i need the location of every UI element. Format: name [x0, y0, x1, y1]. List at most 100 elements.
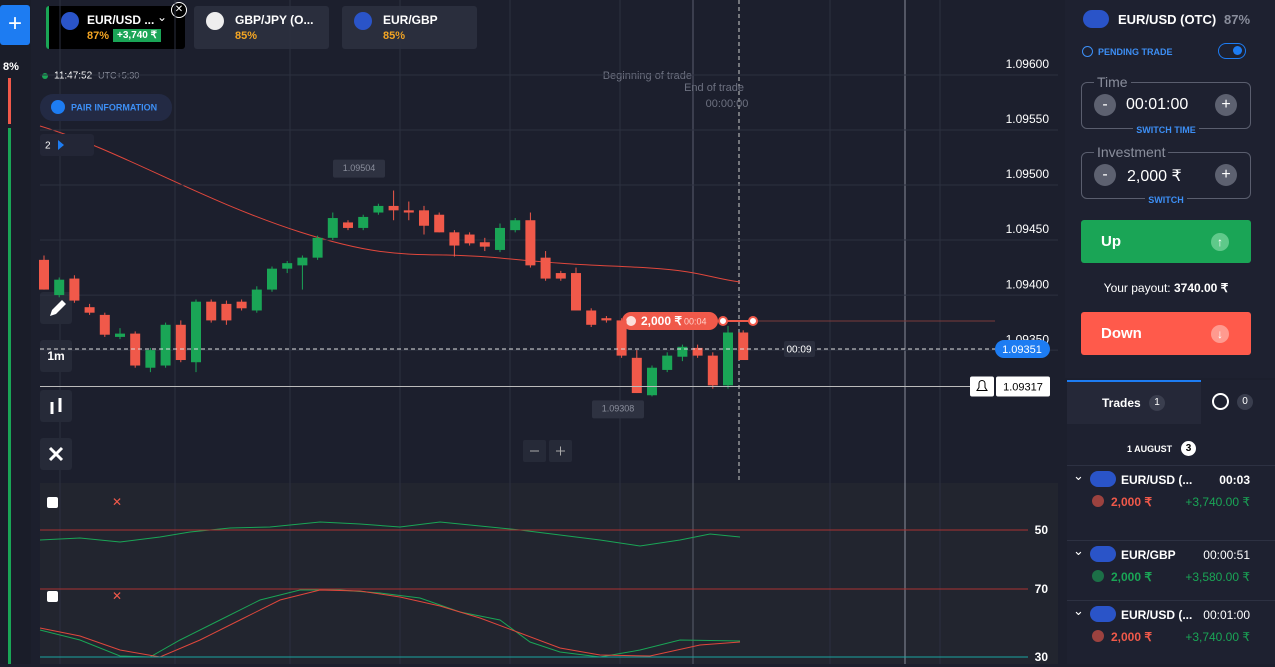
- trade-item[interactable]: ⌄ EUR/USD (... 00:01:00 2,000 ₹ +3,740.00 ₹: [1067, 600, 1275, 667]
- trade-icon: [626, 316, 636, 326]
- trades-tab[interactable]: Trades 1: [1067, 380, 1201, 424]
- timeframe: 1m: [47, 349, 64, 363]
- minus[interactable]: -: [1094, 164, 1116, 186]
- investment-value: 2,000 ₹: [1127, 168, 1182, 185]
- trade-name: EUR/USD (...: [1121, 608, 1193, 622]
- remove-icon[interactable]: ✕: [112, 495, 122, 509]
- flag: [354, 12, 372, 30]
- candle-body: [586, 310, 597, 325]
- trade-time: 00:00:51: [1203, 548, 1250, 562]
- candle-body: [160, 324, 171, 366]
- trades-tab-label: Trades: [1102, 396, 1141, 410]
- timeframe-button[interactable]: [40, 340, 72, 372]
- candle-body: [525, 220, 536, 266]
- candle-body: [267, 268, 277, 290]
- candle-body: [84, 307, 95, 313]
- flag: [61, 12, 79, 30]
- trade-timer: 00:04: [684, 316, 707, 326]
- open-count: 1: [1149, 395, 1165, 411]
- history-icon[interactable]: [1212, 393, 1229, 410]
- candle-body: [145, 350, 156, 368]
- v-grid: [59, 0, 941, 664]
- switch-text: SWITCH: [1145, 195, 1187, 205]
- indicator-bg: [40, 483, 1058, 664]
- y-tick-label: 1.09500: [1006, 167, 1050, 181]
- candle-body: [738, 332, 749, 361]
- indicator-line: [39, 521, 741, 547]
- trade-payout: +3,580.00 ₹: [1185, 570, 1250, 584]
- up-button[interactable]: Up ↑: [1081, 220, 1251, 263]
- toggle-icon[interactable]: [47, 497, 58, 508]
- candle-icon: [50, 398, 62, 414]
- trade-item[interactable]: ⌄ EUR/USD (... 00:03 2,000 ₹ +3,740.00 ₹: [1067, 465, 1275, 532]
- candle-body: [479, 242, 490, 247]
- indicator-tick: 70: [1035, 582, 1049, 596]
- countdown-bg: [784, 341, 815, 358]
- chart: 1m 11:47:52 UTC+5:30 PAIR INFORMATION 2 …: [39, 0, 1058, 664]
- minus[interactable]: -: [1094, 94, 1116, 116]
- end-label: End of trade: [684, 82, 744, 94]
- trade-point: [718, 316, 728, 326]
- high-label-bg: [333, 159, 385, 178]
- asset-tab[interactable]: EUR/USD ... ⌄ 87% +3,740 ₹: [46, 6, 185, 49]
- chevron: ⌄: [1073, 468, 1084, 483]
- add-button[interactable]: +: [0, 5, 30, 45]
- time-label: Time: [1094, 74, 1131, 90]
- toggle-icon[interactable]: [47, 591, 58, 602]
- clock: 11:47:52: [54, 71, 93, 82]
- begin-label: Beginning of trade: [603, 70, 692, 82]
- down-button[interactable]: Down ↓: [1081, 312, 1251, 355]
- candle-body: [358, 216, 369, 228]
- pair-info-button[interactable]: [40, 94, 172, 121]
- candle-body: [555, 273, 566, 279]
- trade-amount: 2,000 ₹: [641, 314, 682, 328]
- candle-body: [464, 234, 475, 244]
- trade-badge: [622, 312, 718, 330]
- candle-body: [616, 320, 627, 356]
- candle-body: [723, 332, 733, 386]
- high-label: 1.09504: [343, 163, 376, 173]
- indicator-icon: [48, 446, 64, 462]
- pending-trade: PENDING TRADE: [1098, 47, 1173, 57]
- asset-tab[interactable]: EUR/GBP 85%: [342, 6, 477, 49]
- indicator-count: 2: [45, 141, 51, 152]
- trade-payout: +3,740.00 ₹: [1185, 495, 1250, 509]
- tab-name: GBP/JPY (O...: [235, 13, 314, 27]
- toggle-knob: [1233, 46, 1242, 55]
- switch-time[interactable]: SWITCH TIME: [1081, 125, 1251, 135]
- candle-body: [647, 367, 657, 396]
- candle-body: [631, 357, 642, 394]
- remove-icon[interactable]: ✕: [112, 589, 122, 603]
- flag: [1083, 10, 1109, 28]
- flag: [206, 12, 224, 30]
- tab-profit: +3,740 ₹: [113, 29, 162, 42]
- sidebar-percent: 8%: [3, 61, 19, 73]
- pending-toggle[interactable]: [1218, 43, 1246, 59]
- trade-amount: 2,000 ₹: [1111, 630, 1152, 644]
- candle-body: [510, 220, 521, 231]
- candle-body: [54, 279, 65, 296]
- candle-body: [175, 324, 186, 361]
- candle-body: [571, 273, 581, 311]
- chevron: ⌄: [157, 10, 168, 24]
- candle-body: [327, 218, 338, 238]
- switch-time-text: SWITCH TIME: [1133, 125, 1199, 135]
- alert-tag: [996, 376, 1050, 397]
- down-label: Down: [1101, 325, 1142, 342]
- switch[interactable]: SWITCH: [1081, 195, 1251, 205]
- asset-tab[interactable]: GBP/JPY (O... 85%: [194, 6, 329, 49]
- date-count: 3: [1181, 441, 1196, 456]
- chart-type-button[interactable]: [40, 390, 72, 422]
- trade-item[interactable]: ⌄ EUR/GBP 00:00:51 2,000 ₹ +3,580.00 ₹: [1067, 540, 1275, 607]
- indicator-count-box[interactable]: [40, 134, 94, 156]
- trade-amount: 2,000 ₹: [1111, 495, 1152, 509]
- indicator-tick: 50: [1035, 523, 1049, 537]
- alert-bell: [970, 376, 994, 397]
- plus[interactable]: +: [1215, 164, 1237, 186]
- candle-body: [130, 333, 141, 366]
- time-value: 00:01:00: [1126, 96, 1189, 113]
- plus[interactable]: +: [1215, 94, 1237, 116]
- candle-body: [449, 232, 460, 246]
- payout: Your payout: 3740.00 ₹: [1081, 281, 1251, 295]
- candle-body: [206, 301, 217, 321]
